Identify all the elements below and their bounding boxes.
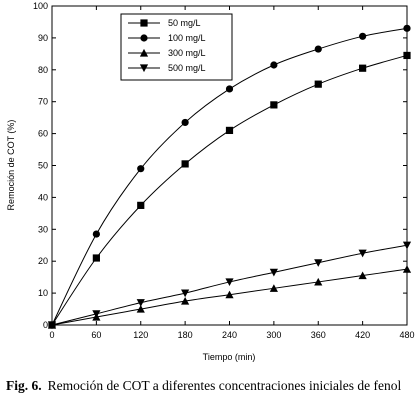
legend-marker [140, 19, 148, 27]
data-point [314, 277, 323, 286]
x-tick-label: 300 [266, 330, 281, 340]
y-tick-label: 50 [38, 161, 48, 171]
data-point [137, 165, 145, 173]
figure-caption: Fig. 6. Remoción de COT a diferentes conc… [6, 378, 414, 394]
y-tick-label: 80 [38, 65, 48, 75]
x-axis-title: Tiempo (min) [203, 352, 256, 362]
y-tick-label: 40 [38, 192, 48, 202]
y-tick-label: 10 [38, 288, 48, 298]
y-tick-label: 60 [38, 129, 48, 139]
series-markers [47, 24, 412, 330]
x-tick-label: 240 [222, 330, 237, 340]
data-point [314, 80, 322, 88]
x-tick-label: 180 [178, 330, 193, 340]
legend-box [120, 13, 233, 81]
y-tick-label: 100 [33, 1, 48, 11]
data-point [270, 61, 278, 69]
y-tick-label: 30 [38, 224, 48, 234]
data-point [358, 271, 367, 280]
legend-label: 300 mg/L [168, 48, 206, 58]
data-point [403, 24, 411, 32]
data-point [402, 241, 412, 250]
data-point [137, 201, 145, 209]
y-tick-label: 70 [38, 97, 48, 107]
x-tick-label: 0 [49, 330, 54, 340]
legend: 50 mg/L 100 mg/L 300 mg/L 500 mg/L [120, 13, 233, 81]
x-tick-label: 360 [311, 330, 326, 340]
legend-marker [139, 48, 149, 57]
data-point [225, 278, 234, 287]
data-point [136, 304, 145, 313]
data-point [314, 45, 322, 53]
legend-marker [139, 64, 149, 73]
data-point [314, 259, 323, 267]
x-tick-label: 420 [355, 330, 370, 340]
data-point [181, 289, 190, 298]
y-tick-label: 20 [38, 256, 48, 266]
x-tick-label: 480 [399, 330, 414, 340]
data-point [225, 126, 234, 135]
data-point [403, 51, 411, 60]
data-point [359, 32, 367, 40]
data-point [270, 101, 278, 109]
y-axis-title: Remoción de COT (%) [6, 120, 16, 211]
figure-label: Fig. 6. [6, 378, 42, 393]
data-point [181, 296, 190, 305]
legend-label: 50 mg/L [168, 18, 201, 28]
data-point [269, 284, 278, 292]
caption-text: Remoción de COT a diferentes concentraci… [47, 378, 402, 393]
legend-marker [140, 34, 148, 42]
legend-label: 500 mg/L [168, 63, 206, 73]
data-point [92, 310, 101, 318]
data-point [181, 160, 189, 168]
data-point [269, 268, 278, 277]
data-point [92, 254, 100, 262]
data-point [136, 299, 145, 307]
data-point [181, 118, 189, 127]
legend-label: 100 mg/L [168, 33, 206, 43]
y-tick-label: 0 [43, 320, 48, 330]
y-tick-label: 90 [38, 33, 48, 43]
line-chart: 0 60 120 180 240 300 360 420 480 0 10 20 30 40 50 60 70 8… [6, 1, 415, 362]
data-point [47, 321, 57, 330]
data-point [359, 64, 367, 72]
data-point [225, 290, 234, 299]
data-point [358, 249, 367, 258]
x-tick-label: 60 [91, 330, 101, 340]
data-point [225, 85, 234, 93]
data-point [402, 265, 412, 273]
data-point [92, 230, 100, 238]
x-tick-label: 120 [133, 330, 148, 340]
